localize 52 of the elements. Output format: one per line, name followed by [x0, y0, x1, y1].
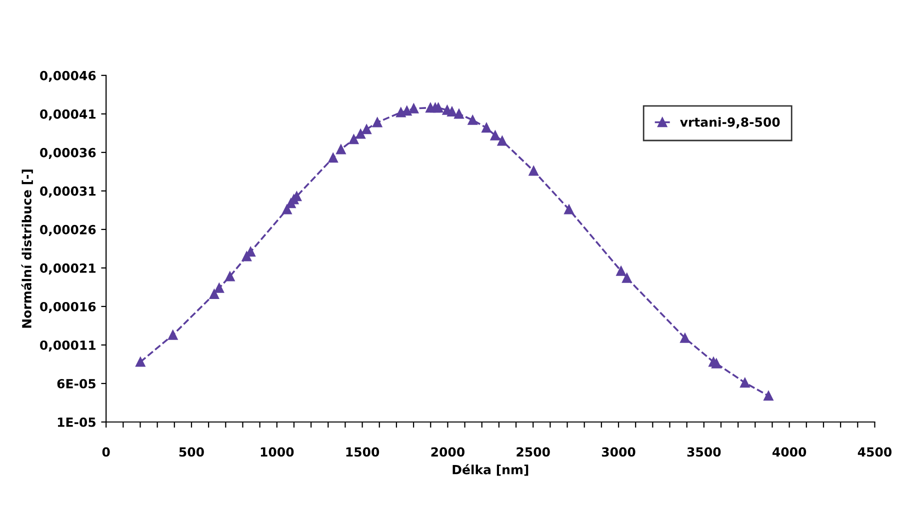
point — [564, 204, 574, 214]
y-tick-label: 6E-05 — [57, 378, 96, 388]
x-tick-label: 2500 — [516, 447, 550, 457]
y-tick-label: 0,00041 — [40, 109, 96, 120]
point — [454, 109, 464, 119]
point — [497, 136, 508, 146]
y-tick-label: 1E-05 — [58, 417, 96, 427]
point — [622, 273, 632, 283]
point — [362, 124, 372, 134]
point — [214, 283, 224, 293]
x-tick-label: 4000 — [772, 447, 806, 457]
point — [328, 152, 338, 163]
x-tick-label: 1000 — [260, 447, 294, 457]
x-tick-label: 3000 — [602, 447, 636, 457]
x-tick-label: 1500 — [346, 447, 380, 457]
point — [433, 102, 444, 113]
point — [336, 144, 346, 154]
point — [209, 289, 220, 300]
point — [136, 357, 146, 367]
point — [482, 122, 492, 133]
point — [402, 106, 412, 116]
x-tick-label: 0 — [102, 447, 110, 457]
point — [680, 333, 690, 343]
point — [712, 358, 722, 368]
point — [408, 104, 419, 114]
x-tick-label: 2000 — [431, 447, 464, 457]
x-tick-label: 4500 — [858, 447, 892, 457]
y-tick-label: 0,00031 — [40, 186, 96, 198]
y-tick-label: 0,00011 — [40, 340, 96, 352]
x-axis-title: Délka [nm] — [452, 464, 528, 476]
legend-label: vrtani-9,8-500 — [680, 117, 780, 128]
point — [356, 129, 366, 139]
x-tick-label: 3500 — [687, 447, 721, 457]
point — [490, 130, 500, 140]
point — [528, 166, 538, 176]
y-tick-label: 0,00026 — [40, 224, 96, 236]
point — [372, 118, 382, 128]
point — [282, 204, 292, 214]
y-tick-label: 0,00046 — [40, 70, 96, 82]
point — [616, 266, 626, 276]
y-tick-label: 0,00016 — [40, 302, 96, 313]
y-axis-title: Normální distribuce [-] — [21, 170, 33, 328]
point — [348, 134, 359, 144]
y-tick-label: 0,00036 — [40, 148, 96, 159]
point — [764, 390, 774, 401]
point — [468, 115, 478, 125]
point — [225, 272, 235, 282]
point — [447, 106, 457, 116]
y-tick-label: 0,00021 — [40, 263, 96, 274]
point — [168, 330, 178, 340]
point — [740, 378, 750, 388]
x-tick-label: 500 — [179, 447, 204, 457]
